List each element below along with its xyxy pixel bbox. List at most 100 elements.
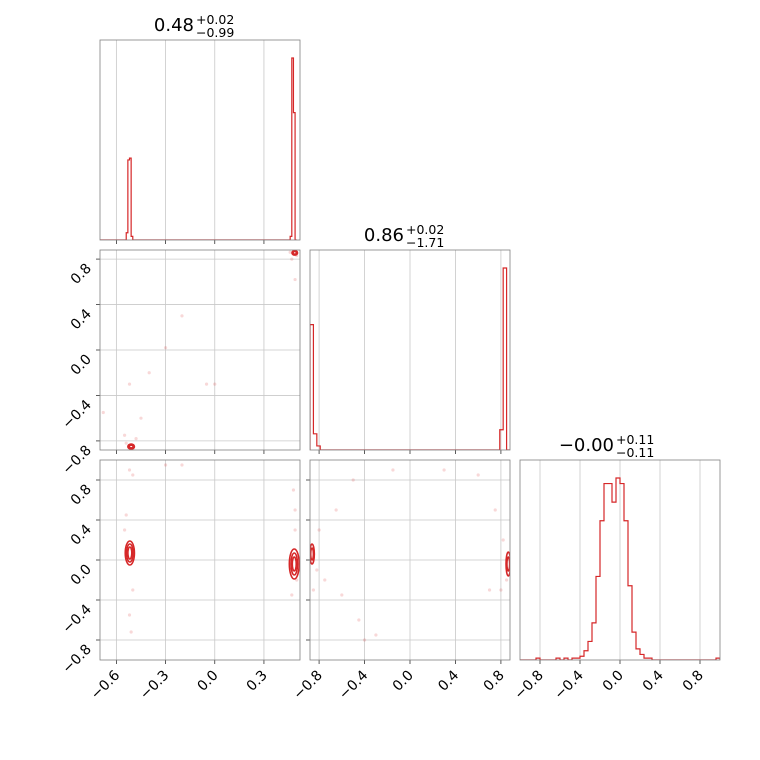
scatter-point-10-0 xyxy=(288,250,292,254)
y-tick-label-3: 0.4 xyxy=(68,521,95,548)
contour-20-1-level-2 xyxy=(288,548,300,580)
title-value-2: −0.00 xyxy=(559,435,614,456)
scatter-point-20-6 xyxy=(129,630,133,634)
scatter-point-10-12 xyxy=(134,437,138,441)
scatter-point-20-13 xyxy=(293,528,297,532)
y-tick-label-4: 0.8 xyxy=(68,261,95,288)
scatter-point-20-8 xyxy=(291,488,296,492)
title-value-0: 0.48 xyxy=(154,15,194,36)
contours-21 xyxy=(310,543,510,577)
x-tick-label-3: 0.3 xyxy=(244,668,271,695)
title-value-1: 0.86 xyxy=(364,225,404,246)
scatter-point-10-11 xyxy=(122,433,127,437)
scatter-point-21-1 xyxy=(323,578,327,582)
x-tick-label-3: 0.4 xyxy=(435,667,462,694)
scatter-point-21-10 xyxy=(493,508,497,512)
panel-hist-0 xyxy=(99,39,301,244)
contour-10-0-level-1 xyxy=(127,443,136,450)
panel-frame-2d-21 xyxy=(309,459,511,661)
x-tick-label-0: −0.8 xyxy=(511,668,546,703)
contours-20 xyxy=(124,540,300,580)
scatter-point-21-6 xyxy=(334,508,338,512)
title-lower-0: −0.99 xyxy=(196,25,234,40)
title-upper-0: +0.02 xyxy=(196,12,234,27)
scatter-points-21 xyxy=(311,468,509,642)
hist-area-1 xyxy=(310,267,510,450)
scatter-point-21-17 xyxy=(391,468,395,472)
title-upper-2: +0.11 xyxy=(616,432,654,447)
contour-21-1-level-1 xyxy=(505,551,510,577)
scatter-point-20-2 xyxy=(163,463,168,467)
panel-title-2: −0.00 +0.11−0.11 xyxy=(559,432,654,460)
contour-20-1-level-0 xyxy=(291,556,298,572)
panel-frame-hist-0 xyxy=(99,39,301,241)
scatter-point-21-13 xyxy=(487,588,492,592)
contour-20-0-level-2 xyxy=(124,540,136,566)
y-tick-label-1: −0.4 xyxy=(59,397,94,432)
x-tick-label-2: 0.0 xyxy=(195,668,222,695)
density-area-21 xyxy=(310,468,510,642)
scatter-point-20-3 xyxy=(122,528,127,532)
y-grid xyxy=(100,258,300,442)
scatter-point-10-8 xyxy=(147,371,151,375)
scatter-point-10-5 xyxy=(124,441,128,445)
density-area-20 xyxy=(122,463,300,634)
x-tick-label-1: −0.3 xyxy=(137,668,172,703)
x-tick-label-0: −0.6 xyxy=(88,667,123,702)
panel-frame-hist-1 xyxy=(309,249,511,451)
scatter-point-21-14 xyxy=(362,638,367,642)
contour-10-1-level-0 xyxy=(292,250,298,256)
panels: −0.8 −0.4 0.0 0.4 0.8−0.8−0.40.00.40.8−0.6 −0… xyxy=(59,39,721,703)
y-grid xyxy=(310,479,510,641)
x-grid xyxy=(539,460,701,660)
x-tick-label-3: 0.4 xyxy=(640,667,667,694)
scatter-point-10-14 xyxy=(204,382,209,386)
title-lower-2: −0.11 xyxy=(616,445,654,460)
title-upper-1: +0.02 xyxy=(406,222,444,237)
scatter-point-10-9 xyxy=(163,346,168,350)
scatter-points-20 xyxy=(122,463,299,634)
contour-21-0-level-0 xyxy=(310,547,315,561)
scatter-point-21-5 xyxy=(317,528,321,532)
y-tick-label-2: 0.0 xyxy=(68,562,95,589)
scatter-point-20-11 xyxy=(180,463,184,467)
panel-frame-2d-10 xyxy=(99,249,301,451)
x-tick-label-1: −0.4 xyxy=(336,667,371,702)
hist-area-0 xyxy=(100,57,297,240)
y-tick-label-3: 0.4 xyxy=(68,306,95,333)
x-grid xyxy=(318,250,502,450)
scatter-point-20-7 xyxy=(293,508,297,512)
x-tick-label-2: 0.0 xyxy=(390,668,417,695)
x-tick-label-0: −0.8 xyxy=(291,668,326,703)
scatter-point-21-11 xyxy=(501,538,505,542)
scatter-point-21-4 xyxy=(374,633,378,637)
scatter-point-21-7 xyxy=(351,478,355,482)
contour-20-0-level-1 xyxy=(125,543,134,563)
scatter-point-20-5 xyxy=(127,613,132,617)
scatter-points-10 xyxy=(101,250,299,450)
scatter-point-10-10 xyxy=(180,314,184,318)
y-tick-label-4: 0.8 xyxy=(68,482,95,509)
x-tick-label-4: 0.8 xyxy=(680,668,707,695)
scatter-point-21-9 xyxy=(476,473,480,477)
scatter-point-10-16 xyxy=(101,410,105,415)
panel-2d-10: −0.8 −0.4 0.0 0.4 0.8 xyxy=(59,249,301,478)
scatter-point-21-12 xyxy=(499,588,503,592)
scatter-point-10-15 xyxy=(213,382,217,386)
scatter-point-20-1 xyxy=(131,473,135,477)
scatter-point-21-2 xyxy=(340,593,344,597)
scatter-point-10-13 xyxy=(127,382,132,386)
title-lower-1: −1.71 xyxy=(406,235,444,250)
y-tick-label-0: −0.8 xyxy=(59,442,94,477)
scatter-point-21-8 xyxy=(442,468,446,472)
panel-frame-hist-2 xyxy=(519,459,721,661)
panel-frame-2d-20 xyxy=(99,459,301,661)
scatter-point-20-4 xyxy=(131,588,135,592)
x-tick-label-2: 0.0 xyxy=(600,668,627,695)
contour-21-1-level-0 xyxy=(506,556,510,572)
scatter-point-21-0 xyxy=(315,568,319,572)
y-tick-label-0: −0.8 xyxy=(59,642,94,677)
contour-20-1-level-1 xyxy=(290,552,299,576)
panel-hist-1 xyxy=(309,249,511,454)
